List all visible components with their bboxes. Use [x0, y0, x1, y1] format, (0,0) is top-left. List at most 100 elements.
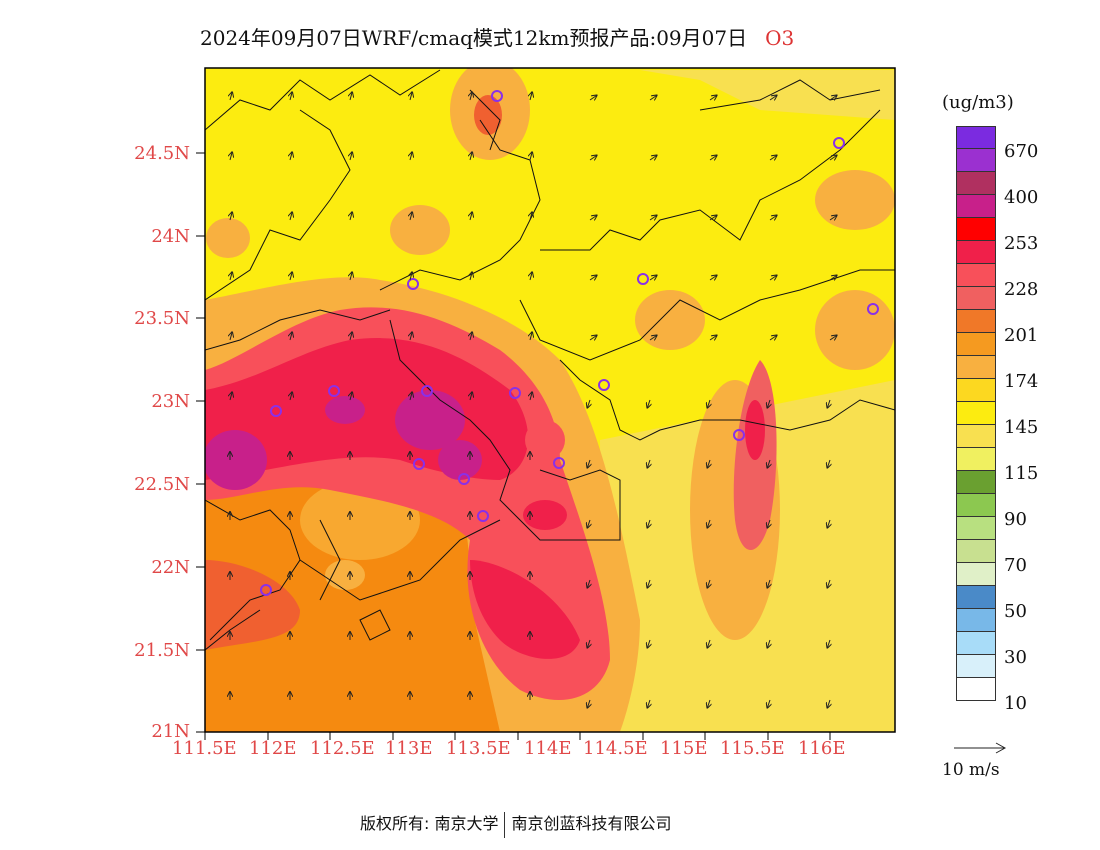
wind-arrow	[647, 519, 650, 528]
wind-arrow	[350, 212, 352, 221]
legend-label: 201	[1004, 325, 1039, 346]
wind-arrow	[709, 216, 717, 221]
field-115-band-north	[640, 70, 895, 120]
wind-arrow	[647, 699, 650, 708]
wind-arrow	[647, 459, 650, 468]
field-253-patch	[470, 560, 580, 659]
legend-label: 145	[1004, 417, 1039, 438]
station-marker	[733, 429, 745, 441]
wind-arrow	[769, 336, 777, 341]
wind-arrow	[230, 152, 232, 161]
station-marker	[270, 405, 282, 417]
wind-arrow	[530, 152, 532, 161]
station-marker	[413, 458, 425, 470]
wind-arrow	[410, 152, 412, 161]
field-174-patch	[815, 290, 895, 370]
wind-vectors	[230, 92, 837, 707]
wind-arrow	[767, 519, 770, 528]
legend-swatch	[956, 448, 996, 471]
field-400-peak	[205, 430, 267, 490]
wind-arrow	[829, 336, 837, 341]
wind-arrow	[709, 336, 717, 341]
wind-arrow	[587, 399, 590, 408]
legend-swatch	[956, 563, 996, 586]
wind-arrow	[707, 459, 710, 468]
wind-arrow	[470, 392, 472, 401]
legend-label: 10	[1004, 693, 1027, 714]
wind-arrow	[769, 216, 777, 221]
wind-arrow	[470, 272, 472, 281]
legend-label: 228	[1004, 279, 1039, 300]
lon-label: 116E	[798, 738, 846, 759]
wind-arrow	[410, 272, 412, 281]
lon-label: 114.5E	[583, 738, 648, 759]
wind-arrow	[827, 639, 830, 648]
field-201-patch	[205, 560, 300, 650]
wind-arrow	[230, 392, 232, 401]
wind-arrow	[587, 579, 590, 588]
wind-arrow	[827, 399, 830, 408]
wind-arrow	[587, 699, 590, 708]
legend-label: 670	[1004, 141, 1039, 162]
wind-arrow	[410, 332, 412, 341]
wind-arrow	[647, 579, 650, 588]
wind-arrow	[709, 276, 717, 281]
legend-label: 400	[1004, 187, 1039, 208]
legend-swatch	[956, 356, 996, 379]
wind-arrow	[470, 212, 472, 221]
lon-label: 113.5E	[446, 738, 511, 759]
wind-arrow	[649, 336, 657, 341]
wind-arrow	[769, 96, 777, 101]
station-markers	[260, 90, 879, 596]
station-marker	[553, 457, 565, 469]
wind-arrow	[707, 399, 710, 408]
wind-arrow	[290, 92, 292, 101]
legend-swatch	[956, 379, 996, 402]
legend-swatch	[956, 655, 996, 678]
field-253-plume	[745, 400, 765, 460]
field-228-patch	[525, 420, 565, 460]
legend-swatch	[956, 425, 996, 448]
station-marker	[477, 510, 489, 522]
footer-separator	[504, 811, 506, 838]
wind-arrow	[410, 392, 412, 401]
copyright-right: 南京创蓝科技有限公司	[511, 814, 672, 833]
wind-arrow	[769, 276, 777, 281]
copyright-left: 版权所有: 南京大学	[360, 814, 499, 833]
wind-arrow	[587, 639, 590, 648]
wind-arrow	[827, 699, 830, 708]
legend-unit: (ug/m3)	[942, 92, 1014, 113]
lon-label: 112E	[249, 738, 297, 759]
wind-arrow	[767, 579, 770, 588]
wind-arrow	[587, 459, 590, 468]
legend-swatch	[956, 241, 996, 264]
field-400-peak	[438, 440, 482, 480]
wind-arrow	[350, 392, 352, 401]
lat-label: 21N	[151, 721, 190, 742]
reference-vector-arrow	[954, 742, 1007, 754]
lon-label: 113E	[385, 738, 433, 759]
concentration-field	[205, 68, 895, 732]
wind-arrow	[589, 156, 597, 161]
lon-label: 111.5E	[172, 738, 237, 759]
field-174-patch	[815, 170, 895, 230]
legend-swatch	[956, 540, 996, 563]
wind-arrow	[290, 272, 292, 281]
wind-arrow	[647, 639, 650, 648]
legend-label: 253	[1004, 233, 1039, 254]
axis-ticks	[196, 152, 831, 740]
wind-arrow	[410, 212, 412, 221]
wind-arrow	[589, 276, 597, 281]
field-201-patch	[474, 95, 502, 135]
legend-swatch	[956, 494, 996, 517]
field-174-patch	[635, 290, 705, 350]
wind-arrow	[589, 216, 597, 221]
wind-arrow	[350, 332, 352, 341]
legend-swatch	[956, 471, 996, 494]
wind-arrow	[707, 699, 710, 708]
lat-label: 22.5N	[134, 474, 190, 495]
wind-arrow	[769, 156, 777, 161]
lat-label: 23.5N	[134, 308, 190, 329]
wind-arrow	[649, 156, 657, 161]
station-marker	[509, 387, 521, 399]
